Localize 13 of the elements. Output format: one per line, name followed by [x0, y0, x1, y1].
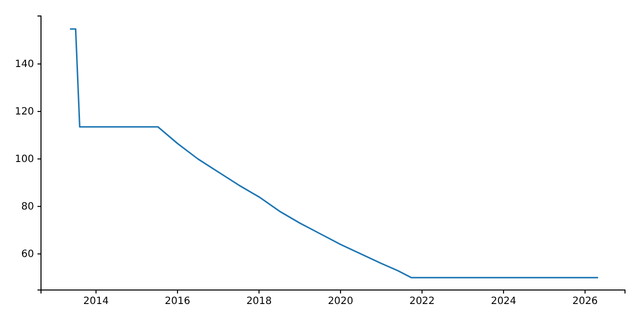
y-tick-label: 100: [14, 154, 34, 166]
x-tick-label: 2022: [409, 296, 435, 308]
x-tick-label: 2024: [490, 296, 516, 308]
x-tick-label: 2026: [572, 296, 598, 308]
x-tick-label: 2020: [328, 296, 354, 308]
y-tick-label: 120: [14, 106, 34, 118]
x-tick-label: 2016: [164, 296, 190, 308]
x-tick-label: 2018: [246, 296, 272, 308]
x-tick-label: 2014: [83, 296, 109, 308]
y-tick-label: 140: [14, 59, 34, 70]
y-tick-label: 80: [21, 202, 34, 213]
y-tick-label: 60: [21, 249, 34, 260]
line-series: [69, 28, 599, 278]
